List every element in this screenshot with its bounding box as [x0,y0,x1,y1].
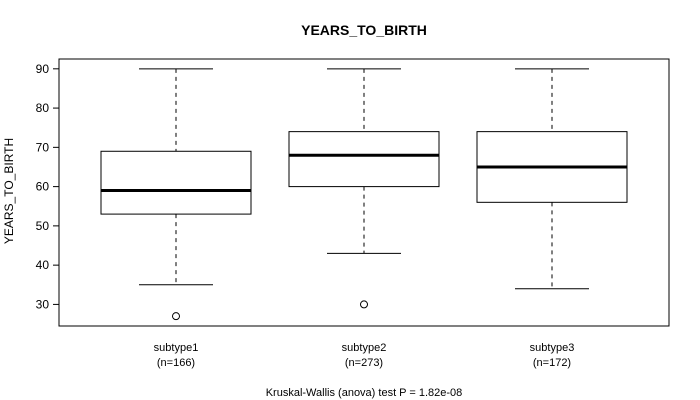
x-tick-label: subtype1 [154,342,199,354]
plot-border [58,58,670,327]
x-tick-label: subtype2 [342,342,387,354]
x-axis-labels: subtype1 (n=166) subtype2 (n=273) subtype3 (n… [154,342,575,369]
y-tick-label: 80 [36,101,50,115]
y-tick-label: 60 [36,180,50,194]
x-count-label: (n=166) [157,357,195,369]
y-tick-label: 30 [36,297,50,311]
chart-title: YEARS_TO_BIRTH [301,22,427,38]
outlier-point [360,300,368,309]
y-tick-label: 50 [36,219,50,233]
x-tick-label: subtype3 [530,342,575,354]
box-2 [288,68,440,309]
x-count-label: (n=273) [345,357,383,369]
y-tick-label: 90 [36,62,50,76]
y-axis: 30 40 50 60 70 80 90 [36,62,59,311]
x-count-label: (n=172) [533,357,571,369]
outlier-point [172,312,180,321]
plot-area: 30 40 50 60 70 80 90 [36,58,670,327]
y-axis-label: YEARS_TO_BIRTH [2,138,16,244]
box-3 [476,68,628,290]
iqr-box [288,131,440,188]
y-tick-label: 70 [36,140,50,154]
chart-footnote: Kruskal-Wallis (anova) test P = 1.82e-08 [266,387,463,399]
y-tick-label: 40 [36,258,50,272]
iqr-box [100,150,252,215]
box-group [100,68,628,321]
box-1 [100,68,252,321]
